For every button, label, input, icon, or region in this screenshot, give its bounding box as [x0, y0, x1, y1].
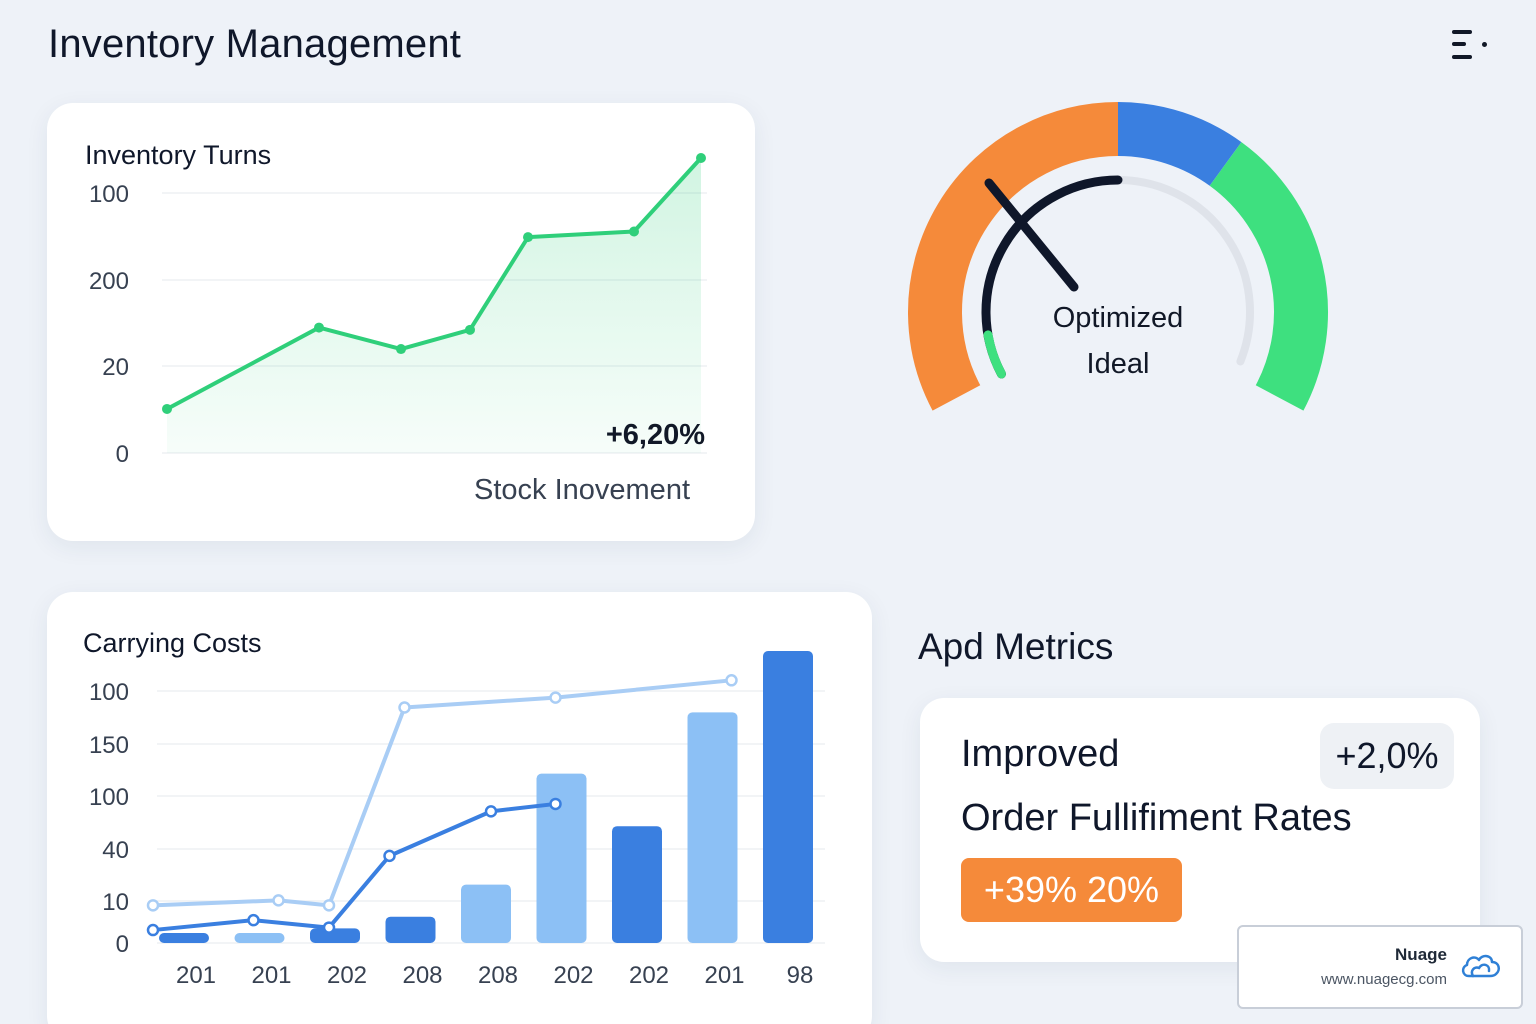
costs-bar — [612, 826, 662, 943]
metric-improved: Improved — [961, 733, 1120, 775]
costs-y-tick: 40 — [102, 837, 129, 864]
costs-y-tick: 0 — [116, 931, 129, 958]
turns-y-tick: 20 — [102, 354, 129, 381]
cloud-icon — [1461, 954, 1501, 978]
turns-y-tick: 100 — [89, 181, 129, 208]
costs-bar — [310, 928, 360, 943]
costs-line-point — [146, 899, 160, 912]
gauge-segment-green — [1209, 142, 1328, 411]
turns-area — [167, 158, 701, 453]
turns-data-point — [629, 226, 639, 237]
gauge-track — [1114, 176, 1254, 366]
costs-bar — [687, 712, 738, 943]
costs-bar — [159, 933, 209, 943]
metrics-heading: Apd Metrics — [918, 626, 1114, 667]
costs-light-line — [152, 678, 732, 908]
gauge-label-ideal: Ideal — [1087, 348, 1150, 380]
costs-line-point — [484, 805, 498, 818]
inventory-turns-card: Inventory Turns 100 200 20 0 +6,20% Stock I… — [47, 103, 755, 541]
turns-caption: Stock Inovement — [474, 474, 690, 506]
costs-bar — [234, 933, 285, 943]
turns-y-tick: 200 — [89, 268, 129, 295]
costs-bar — [461, 884, 511, 943]
gauge-needle — [984, 178, 1079, 292]
brand-name: Nuage — [1395, 945, 1447, 964]
costs-line-point — [383, 849, 396, 863]
costs-x-tick: 201 — [251, 962, 291, 989]
costs-x-tick: 208 — [478, 962, 518, 989]
turns-data-point — [465, 324, 475, 335]
costs-line-point — [272, 894, 285, 907]
costs-bar — [385, 916, 436, 943]
costs-line-point — [146, 923, 160, 937]
costs-line-point — [322, 921, 336, 934]
metric-badge-highlight: +39% 20% — [961, 858, 1182, 922]
costs-x-tick: 202 — [629, 962, 669, 989]
turns-data-point — [696, 153, 706, 163]
costs-y-tick: 100 — [89, 784, 129, 811]
metric-order-fulfillment: Order Fullifiment Rates — [961, 797, 1352, 839]
turns-data-point — [314, 322, 324, 333]
costs-line-point — [725, 674, 738, 687]
optimization-gauge: Optimized Ideal — [908, 102, 1328, 411]
costs-line-point — [398, 701, 411, 714]
metric-badge-change: +2,0% — [1320, 723, 1454, 789]
gauge-label-optimized: Optimized — [1053, 302, 1184, 334]
costs-dark-line — [152, 801, 556, 933]
costs-line-point — [549, 797, 562, 811]
costs-line-point — [322, 899, 336, 912]
costs-x-tick: 201 — [176, 962, 216, 989]
turns-data-point — [523, 232, 533, 243]
page-title: Inventory Management — [48, 22, 462, 66]
turns-data-point — [396, 344, 406, 355]
inventory-turns-title: Inventory Turns — [85, 140, 272, 170]
costs-line-point — [549, 691, 562, 704]
gauge-segment-orange — [908, 102, 1119, 411]
costs-y-tick: 100 — [89, 679, 129, 706]
costs-x-tick: 208 — [402, 962, 442, 989]
costs-bar — [536, 773, 587, 943]
costs-y-tick: 150 — [89, 732, 129, 759]
carrying-costs-title: Carrying Costs — [83, 628, 262, 658]
turns-data-point — [162, 403, 172, 414]
costs-x-tick: 202 — [553, 962, 593, 989]
costs-line-point — [247, 913, 260, 927]
gauge-progress-green — [983, 330, 1006, 379]
costs-x-tick: 98 — [787, 962, 814, 989]
carrying-costs-card: Carrying Costs 100 150 100 40 10 0 201 201 202 2… — [47, 592, 872, 1024]
brand-box[interactable]: Nuage www.nuagecg.com — [1237, 925, 1523, 1009]
metrics-card: Improved Order Fullifiment Rates +2,0% +… — [920, 698, 1480, 962]
costs-x-tick: 202 — [327, 962, 367, 989]
turns-change-label: +6,20% — [606, 419, 705, 451]
gauge-segment-blue — [1117, 102, 1242, 187]
costs-y-tick: 10 — [102, 889, 129, 916]
costs-x-tick: 201 — [704, 962, 744, 989]
menu-button[interactable] — [1446, 26, 1494, 66]
costs-bar — [763, 651, 813, 943]
turns-y-tick: 0 — [116, 441, 129, 468]
brand-url: www.nuagecg.com — [1321, 971, 1447, 988]
